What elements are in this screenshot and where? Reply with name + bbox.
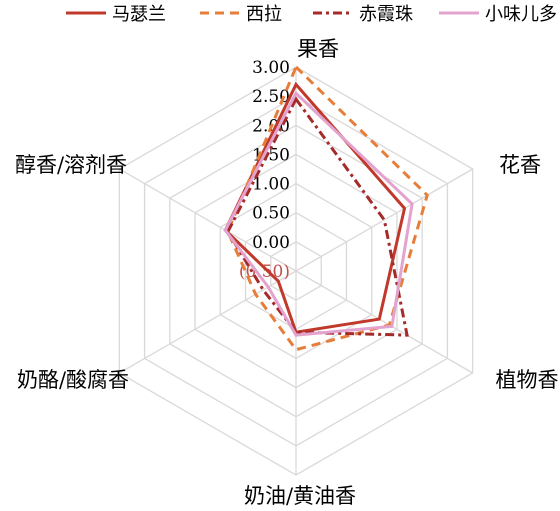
- series-line: [226, 64, 429, 352]
- legend-label: 小味儿多: [485, 4, 557, 25]
- tick-label: 1.00: [252, 175, 290, 195]
- series-lines: [223, 64, 429, 352]
- tick-label: 0.50: [252, 204, 290, 224]
- legend-label: 赤霞珠: [359, 4, 413, 25]
- category-label: 醇香/溶剂香: [15, 153, 127, 177]
- grid-spoke: [295, 168, 473, 272]
- radial-tick-labels: (0.50)0.000.501.001.502.002.503.00: [239, 58, 290, 282]
- series-line: [223, 90, 414, 337]
- legend: 马瑟兰 西拉 赤霞珠 小味儿多: [66, 4, 557, 25]
- category-label: 奶酪/酸腐香: [17, 368, 129, 392]
- tick-label: 0.00: [252, 233, 290, 253]
- category-label: 花香: [499, 153, 541, 177]
- tick-label: 3.00: [252, 58, 290, 78]
- grid-spoke: [295, 270, 473, 374]
- legend-label: 马瑟兰: [112, 4, 166, 25]
- category-label: 果香: [297, 37, 339, 61]
- category-label: 奶油/黄油香: [244, 484, 356, 508]
- radar-grid: [118, 66, 474, 476]
- grid-spoke: [119, 168, 297, 272]
- grid-spoke: [119, 270, 297, 374]
- category-label: 植物香: [496, 368, 559, 392]
- legend-label: 西拉: [246, 4, 282, 25]
